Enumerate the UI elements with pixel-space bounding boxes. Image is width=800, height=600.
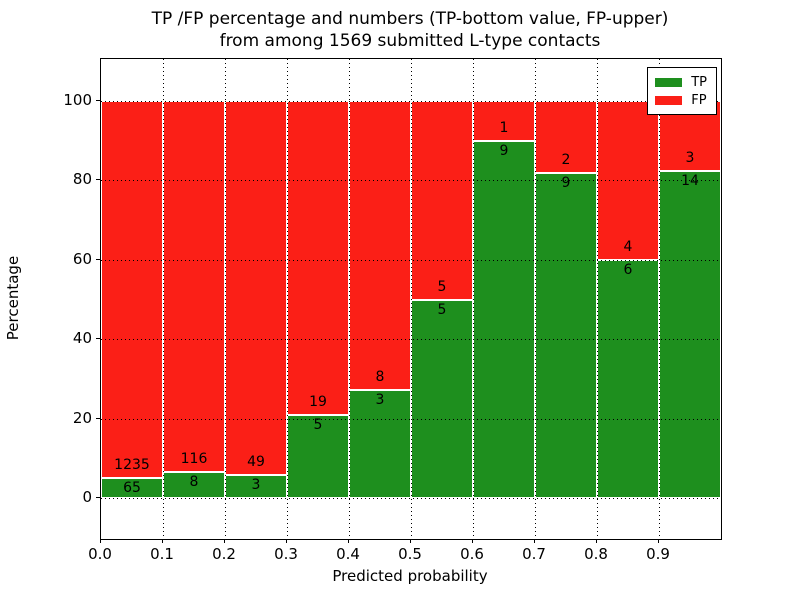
tp-count-label: 3 bbox=[251, 477, 261, 494]
vertical-gridline bbox=[597, 59, 598, 539]
x-tick-mark bbox=[162, 539, 163, 543]
y-tick-label: 80 bbox=[72, 170, 92, 189]
y-tick-label: 0 bbox=[82, 488, 92, 506]
vertical-gridline bbox=[163, 59, 164, 539]
tp-count-label: 3 bbox=[375, 391, 385, 408]
plot-area: 1235 65 116 8 49 3 19 5 8 3 5 5 1 9 2 9 4 6 3 14 TP FP bbox=[100, 58, 722, 540]
x-tick-mark bbox=[596, 539, 597, 543]
legend-entry: TP bbox=[655, 73, 707, 91]
x-tick-mark bbox=[534, 539, 535, 543]
x-axis-label: Predicted probability bbox=[332, 567, 488, 585]
tp-bar-segment bbox=[411, 299, 473, 498]
tp-count-label: 5 bbox=[437, 301, 447, 318]
chart-title-line1: TP /FP percentage and numbers (TP-bottom… bbox=[151, 9, 669, 29]
chart-title-line2: from among 1569 submitted L-type contact… bbox=[219, 31, 601, 51]
tp-bar-segment bbox=[101, 478, 163, 498]
y-tick-mark bbox=[96, 338, 100, 340]
x-tick-label: 0.2 bbox=[212, 545, 236, 563]
x-tick-mark bbox=[348, 539, 349, 543]
x-tick-label: 0.4 bbox=[336, 545, 360, 563]
fp-bar-segment bbox=[163, 101, 225, 473]
x-tick-label: 0.8 bbox=[584, 545, 608, 563]
vertical-gridline bbox=[473, 59, 474, 539]
legend-entry: FP bbox=[655, 91, 707, 109]
fp-bar-segment bbox=[411, 101, 473, 300]
tp-bar-segment bbox=[597, 259, 659, 498]
y-tick-mark bbox=[96, 417, 100, 419]
fp-count-label: 8 bbox=[375, 368, 385, 385]
x-tick-mark bbox=[658, 539, 659, 543]
fp-count-label: 4 bbox=[623, 238, 633, 255]
fp-count-label: 116 bbox=[180, 451, 208, 468]
vertical-gridline bbox=[411, 59, 412, 539]
x-tick-mark bbox=[472, 539, 473, 543]
y-axis-label: Percentage bbox=[4, 255, 22, 341]
y-tick-label: 100 bbox=[63, 91, 92, 109]
fp-bar-segment bbox=[287, 101, 349, 416]
vertical-gridline bbox=[287, 59, 288, 539]
tp-bar-segment bbox=[349, 389, 411, 498]
tp-count-label: 9 bbox=[499, 142, 509, 159]
fp-bar-segment bbox=[101, 101, 163, 479]
chart-title: TP /FP percentage and numbers (TP-bottom… bbox=[100, 8, 720, 52]
fp-bar-segment bbox=[349, 101, 411, 390]
fp-count-label: 19 bbox=[309, 394, 327, 411]
fp-count-label: 5 bbox=[437, 278, 447, 295]
x-tick-label: 0.0 bbox=[88, 545, 112, 563]
tp-bar-segment bbox=[287, 415, 349, 498]
y-tick-mark bbox=[96, 179, 100, 181]
tp-count-label: 9 bbox=[561, 175, 571, 192]
y-tick-mark bbox=[96, 258, 100, 260]
tp-count-label: 6 bbox=[623, 261, 633, 278]
x-tick-mark bbox=[286, 539, 287, 543]
y-tick-label: 60 bbox=[72, 249, 92, 268]
tp-count-label: 14 bbox=[681, 173, 699, 190]
tp-count-label: 65 bbox=[123, 480, 141, 497]
vertical-gridline bbox=[659, 59, 660, 539]
x-tick-mark bbox=[224, 539, 225, 543]
fp-count-label: 1 bbox=[499, 119, 509, 136]
vertical-gridline bbox=[225, 59, 226, 539]
legend: TP FP bbox=[647, 67, 717, 115]
x-tick-label: 0.1 bbox=[150, 545, 174, 563]
y-tick-label: 20 bbox=[72, 408, 92, 427]
fp-count-label: 3 bbox=[685, 150, 695, 167]
y-tick-mark bbox=[96, 497, 100, 498]
fp-legend-swatch bbox=[655, 95, 683, 105]
tp-bar-segment bbox=[473, 140, 535, 498]
y-tick-label: 40 bbox=[72, 329, 92, 348]
x-tick-label: 0.9 bbox=[646, 545, 670, 563]
tp-bar-segment bbox=[163, 472, 225, 498]
x-tick-label: 0.5 bbox=[398, 545, 422, 563]
tp-count-label: 5 bbox=[313, 417, 323, 434]
tp-legend-swatch bbox=[655, 77, 683, 87]
fp-count-label: 2 bbox=[561, 152, 571, 169]
x-tick-label: 0.3 bbox=[274, 545, 298, 563]
x-tick-mark bbox=[410, 539, 411, 543]
fp-bar-segment bbox=[535, 101, 597, 174]
tp-bar-segment bbox=[659, 171, 721, 498]
vertical-gridline bbox=[535, 59, 536, 539]
tp-bar-segment bbox=[535, 173, 597, 498]
x-tick-mark bbox=[100, 539, 101, 543]
fp-count-label: 1235 bbox=[114, 457, 150, 474]
tp-count-label: 8 bbox=[189, 474, 199, 491]
fp-count-label: 49 bbox=[247, 454, 265, 471]
x-tick-label: 0.6 bbox=[460, 545, 484, 563]
x-tick-label: 0.7 bbox=[522, 545, 546, 563]
vertical-gridline bbox=[349, 59, 350, 539]
y-tick-mark bbox=[96, 100, 100, 101]
legend-label: TP bbox=[691, 74, 707, 90]
legend-label: FP bbox=[691, 92, 707, 108]
